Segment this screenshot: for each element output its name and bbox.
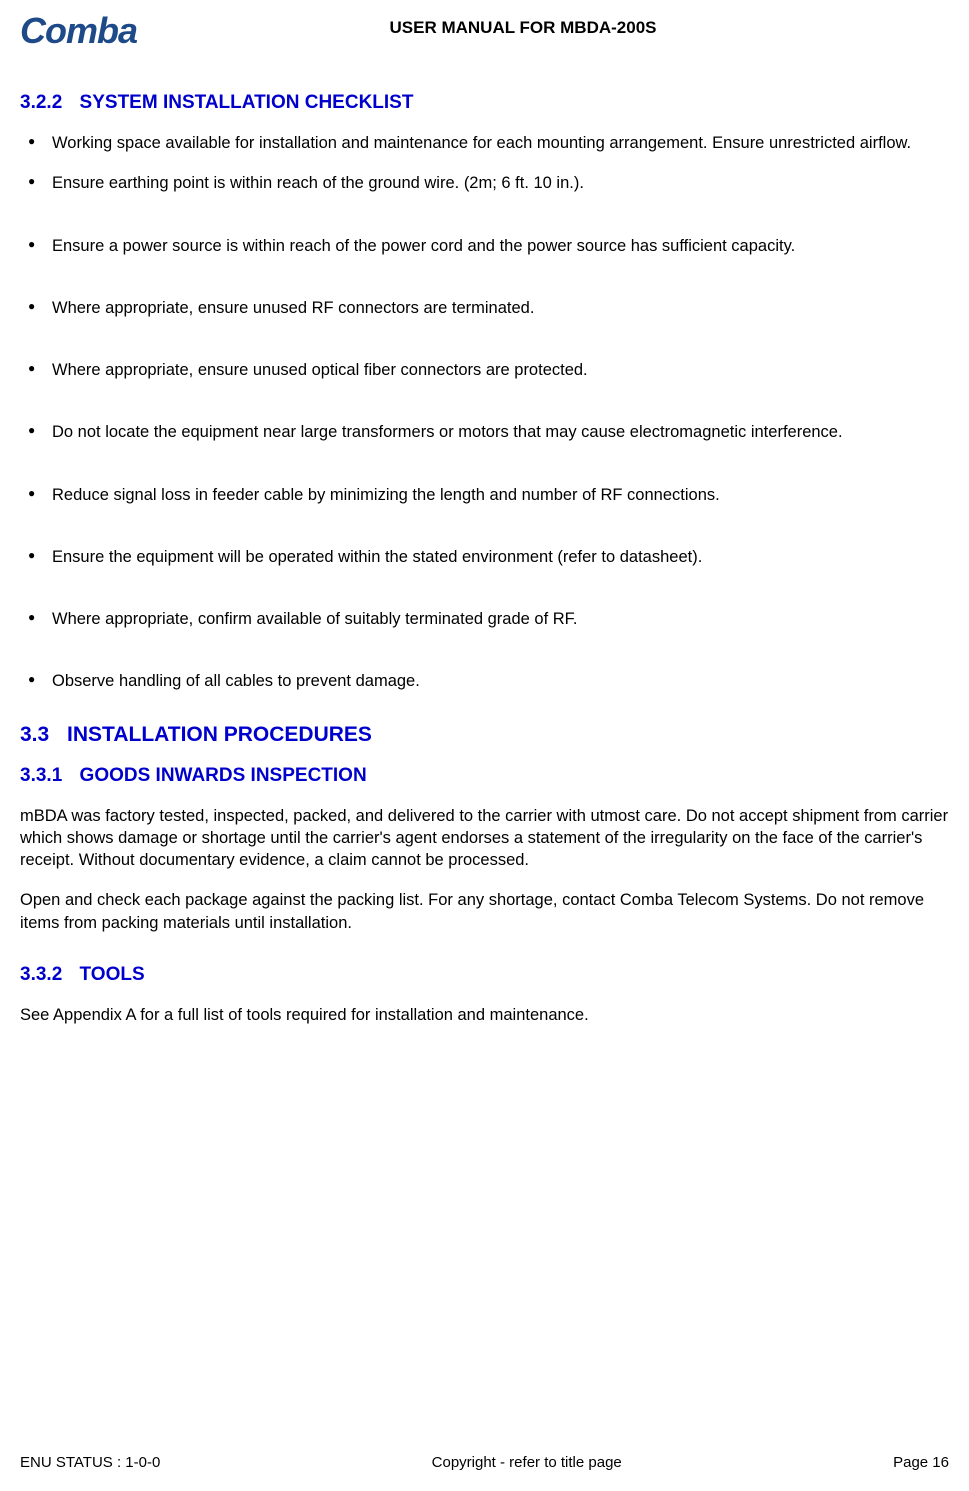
checklist-item: Do not locate the equipment near large t… xyxy=(28,421,949,443)
checklist-item: Where appropriate, ensure unused RF conn… xyxy=(28,297,949,319)
section-title: SYSTEM INSTALLATION CHECKLIST xyxy=(80,92,414,113)
heading-3-2-2: 3.2.2 SYSTEM INSTALLATION CHECKLIST xyxy=(20,92,949,114)
footer-status: ENU STATUS : 1-0-0 xyxy=(20,1454,160,1471)
checklist-item: Where appropriate, ensure unused optical… xyxy=(28,359,949,381)
checklist-item: Working space available for installation… xyxy=(28,132,949,154)
checklist-bullets: Working space available for installation… xyxy=(20,132,949,693)
checklist-item: Where appropriate, confirm available of … xyxy=(28,608,949,630)
main-content: 3.2.2 SYSTEM INSTALLATION CHECKLIST Work… xyxy=(20,92,949,1026)
checklist-item: Reduce signal loss in feeder cable by mi… xyxy=(28,484,949,506)
paragraph: mBDA was factory tested, inspected, pack… xyxy=(20,805,949,872)
section-number: 3.3.1 xyxy=(20,765,62,786)
section-number: 3.2.2 xyxy=(20,92,62,113)
section-title: INSTALLATION PROCEDURES xyxy=(67,723,372,746)
section-number: 3.3 xyxy=(20,723,49,746)
checklist-item: Ensure earthing point is within reach of… xyxy=(28,172,949,194)
footer-copyright: Copyright - refer to title page xyxy=(160,1454,893,1471)
page-footer: ENU STATUS : 1-0-0 Copyright - refer to … xyxy=(20,1454,949,1471)
section-number: 3.3.2 xyxy=(20,964,62,985)
footer-page-number: Page 16 xyxy=(893,1454,949,1471)
heading-3-3-1: 3.3.1 GOODS INWARDS INSPECTION xyxy=(20,765,949,787)
checklist-item: Observe handling of all cables to preven… xyxy=(28,670,949,692)
section-title: TOOLS xyxy=(80,964,145,985)
page-header: Comba USER MANUAL FOR MBDA-200S xyxy=(20,10,949,52)
paragraph: See Appendix A for a full list of tools … xyxy=(20,1004,949,1026)
heading-3-3-2: 3.3.2 TOOLS xyxy=(20,964,949,986)
checklist-item: Ensure the equipment will be operated wi… xyxy=(28,546,949,568)
document-title: USER MANUAL FOR MBDA-200S xyxy=(97,18,949,38)
checklist-item: Ensure a power source is within reach of… xyxy=(28,235,949,257)
paragraph: Open and check each package against the … xyxy=(20,889,949,934)
section-title: GOODS INWARDS INSPECTION xyxy=(80,765,367,786)
heading-3-3: 3.3 INSTALLATION PROCEDURES xyxy=(20,723,949,747)
